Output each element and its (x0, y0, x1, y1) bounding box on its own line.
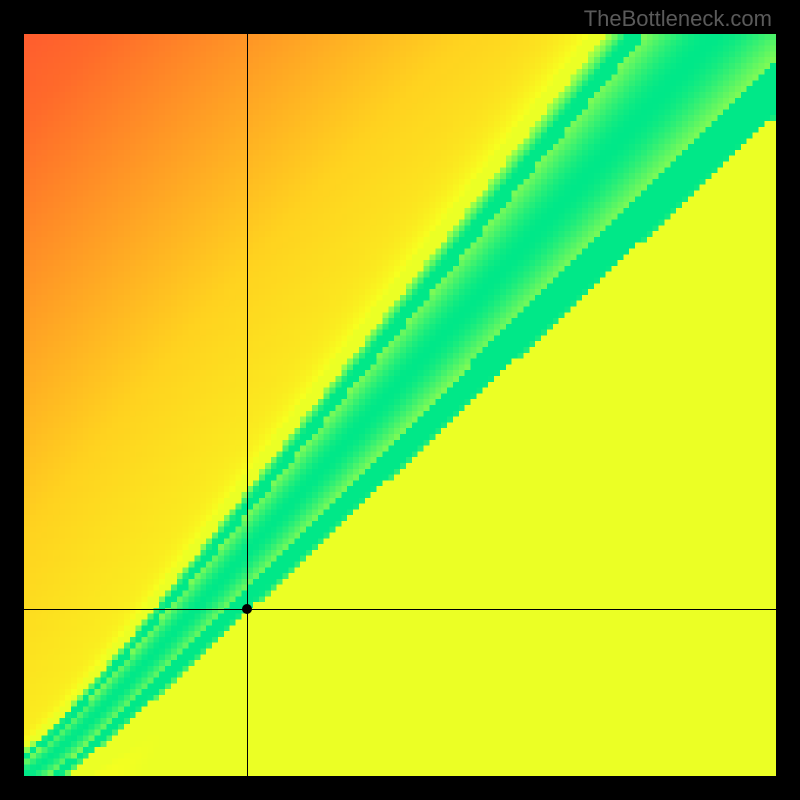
crosshair-marker (242, 604, 252, 614)
crosshair-vertical (247, 34, 248, 776)
heatmap-plot (24, 34, 776, 776)
watermark-text: TheBottleneck.com (584, 6, 772, 32)
crosshair-horizontal (24, 609, 776, 610)
heatmap-canvas (24, 34, 776, 776)
